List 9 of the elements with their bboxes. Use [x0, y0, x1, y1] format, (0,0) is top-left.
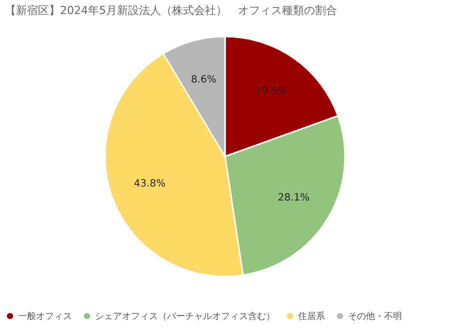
data-label: 8.6%: [190, 74, 216, 86]
data-label: 19.5%: [255, 86, 287, 98]
data-label: 28.1%: [278, 192, 310, 204]
legend-label: その他・不明: [348, 311, 402, 322]
chart-title: 【新宿区】2024年5月新設法人（株式会社） オフィス種類の割合: [5, 4, 337, 17]
legend-label: シェアオフィス（バーチャルオフィス含む）: [95, 311, 275, 322]
legend-label: 住居系: [298, 311, 325, 322]
data-label: 43.8%: [134, 178, 166, 190]
legend-label: 一般オフィス: [18, 311, 72, 322]
